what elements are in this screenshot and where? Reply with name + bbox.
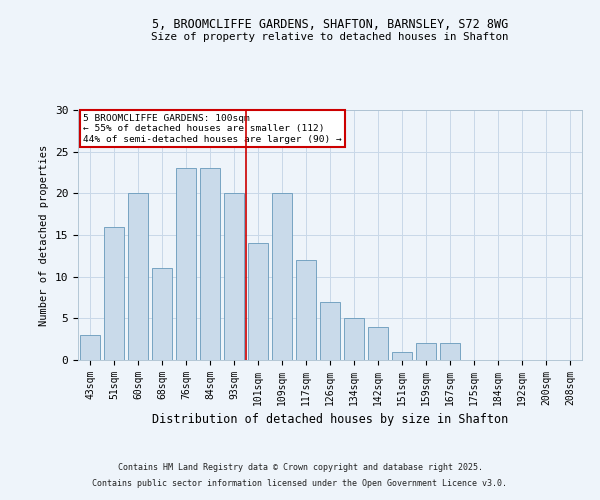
Bar [200, 168, 220, 360]
X-axis label: Distribution of detached houses by size in Shafton: Distribution of detached houses by size … [152, 414, 508, 426]
Bar [320, 302, 340, 360]
Bar [80, 335, 100, 360]
Bar [296, 260, 316, 360]
Bar [248, 244, 268, 360]
Text: Size of property relative to detached houses in Shafton: Size of property relative to detached ho… [151, 32, 509, 42]
Bar [152, 268, 172, 360]
Bar [176, 168, 196, 360]
Bar [440, 344, 460, 360]
Bar [272, 194, 292, 360]
Bar [344, 318, 364, 360]
Text: 5, BROOMCLIFFE GARDENS, SHAFTON, BARNSLEY, S72 8WG: 5, BROOMCLIFFE GARDENS, SHAFTON, BARNSLE… [152, 18, 508, 30]
Bar [224, 194, 244, 360]
Bar [392, 352, 412, 360]
Text: Contains HM Land Registry data © Crown copyright and database right 2025.: Contains HM Land Registry data © Crown c… [118, 464, 482, 472]
Bar [416, 344, 436, 360]
Bar [104, 226, 124, 360]
Y-axis label: Number of detached properties: Number of detached properties [39, 144, 49, 326]
Text: 5 BROOMCLIFFE GARDENS: 100sqm
← 55% of detached houses are smaller (112)
44% of : 5 BROOMCLIFFE GARDENS: 100sqm ← 55% of d… [83, 114, 342, 144]
Text: Contains public sector information licensed under the Open Government Licence v3: Contains public sector information licen… [92, 478, 508, 488]
Bar [368, 326, 388, 360]
Bar [128, 194, 148, 360]
